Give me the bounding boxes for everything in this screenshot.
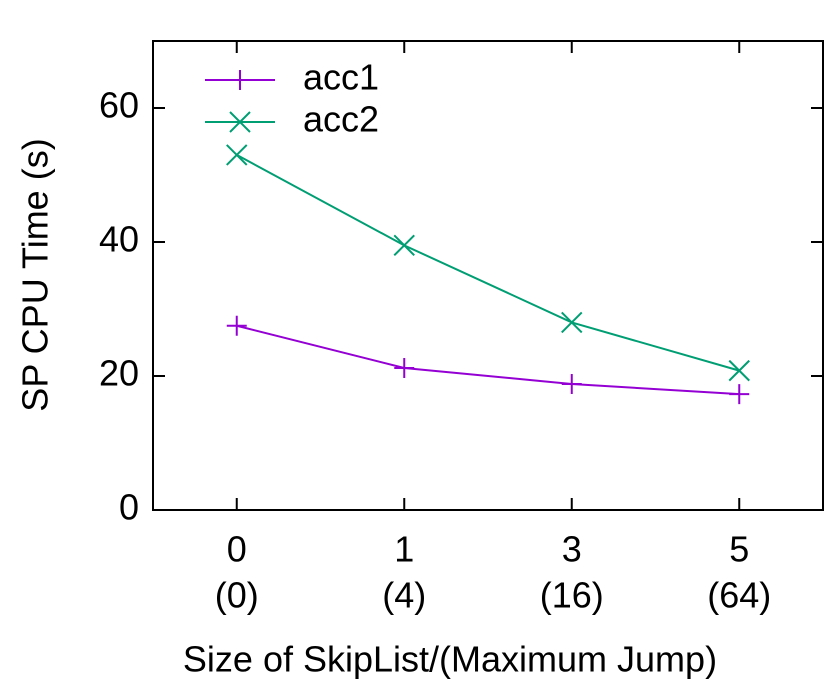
point xyxy=(729,384,750,405)
y-tick-label: 20 xyxy=(99,353,139,394)
y-axis-label: SP CPU Time (s) xyxy=(15,138,56,411)
point xyxy=(728,359,750,382)
point xyxy=(561,374,582,395)
x-tick-sublabel: (0) xyxy=(215,575,259,616)
point xyxy=(226,315,247,336)
x-tick-sublabel: (64) xyxy=(707,575,771,616)
plot-frame xyxy=(152,40,824,511)
point xyxy=(394,357,415,378)
legend-marker xyxy=(229,111,251,133)
x-tick-sublabel: (4) xyxy=(382,575,426,616)
series-line xyxy=(236,154,740,372)
x-tick-label: 1 xyxy=(394,529,414,570)
point xyxy=(226,144,248,166)
x-tick-sublabel: (16) xyxy=(540,575,604,616)
x-tick-label: 0 xyxy=(227,529,247,570)
legend-label: acc2 xyxy=(303,99,379,140)
y-tick-label: 60 xyxy=(99,85,139,126)
x-axis-label: Size of SkipList/(Maximum Jump) xyxy=(183,639,717,680)
y-tick-label: 40 xyxy=(99,219,139,260)
y-tick-label: 0 xyxy=(119,487,139,528)
x-tick-label: 3 xyxy=(562,529,582,570)
legend-marker xyxy=(230,70,250,90)
x-tick-label: 5 xyxy=(729,529,749,570)
series-line xyxy=(236,324,740,396)
legend-label: acc1 xyxy=(303,57,379,98)
point xyxy=(393,234,415,257)
point xyxy=(561,311,583,334)
